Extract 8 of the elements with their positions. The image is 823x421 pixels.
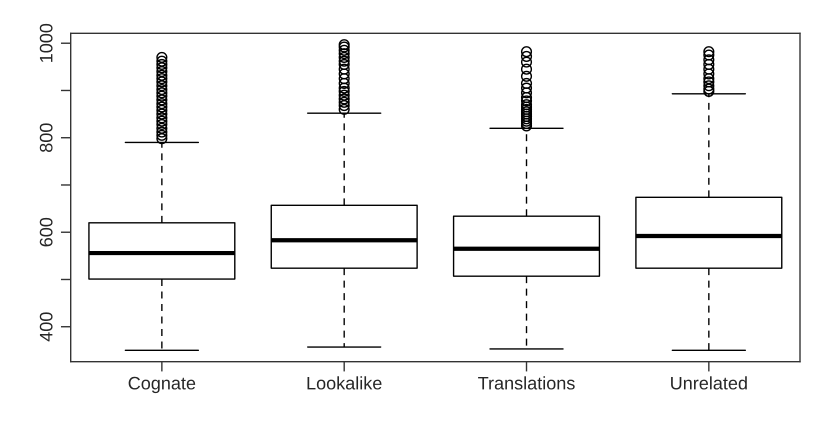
x-tick-label: Cognate <box>128 376 196 394</box>
y-tick-label: 1000 <box>40 24 53 62</box>
x-tick-label: Translations <box>478 376 575 390</box>
x-tick-label: Lookalike <box>308 376 382 390</box>
y-tick-label: 400 <box>40 312 53 342</box>
y-tick-label: 600 <box>40 218 53 246</box>
x-tick-label: Unrelated <box>671 376 747 390</box>
y-tick-label: 800 <box>40 123 53 152</box>
